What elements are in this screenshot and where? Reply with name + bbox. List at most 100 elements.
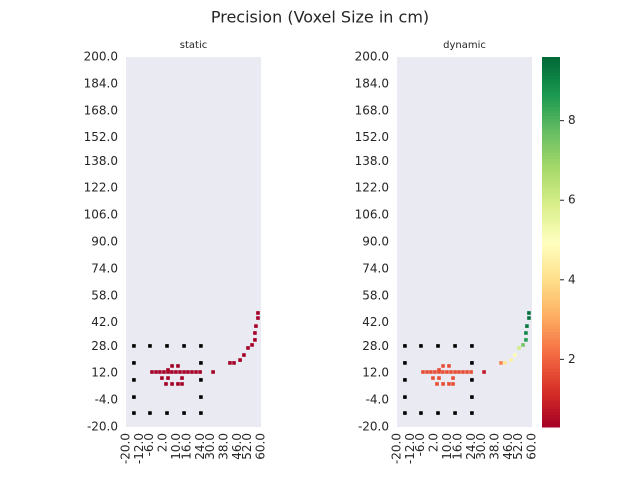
- colorbar-segment: [542, 300, 560, 305]
- y-tick-label: 28.0: [91, 339, 118, 353]
- heat-cell: [160, 376, 164, 380]
- overlay-marker: [132, 395, 136, 399]
- colorbar-segment: [542, 337, 560, 342]
- colorbar-segment: [542, 112, 560, 117]
- overlay-marker: [148, 411, 152, 415]
- colorbar-segment: [542, 269, 560, 274]
- colorbar-segment: [542, 245, 560, 249]
- heat-cell: [499, 361, 503, 365]
- x-tick-label: 30.0: [203, 433, 217, 460]
- overlay-marker: [419, 344, 423, 348]
- y-tick-label: -20.0: [358, 420, 389, 434]
- colorbar-segment: [542, 254, 560, 258]
- colorbar-segment: [542, 380, 560, 385]
- heat-cell: [176, 382, 180, 386]
- y-tick-label: 42.0: [362, 315, 389, 329]
- y-tick-label: 138.0: [355, 154, 389, 168]
- colorbar-segment: [542, 155, 560, 160]
- colorbar-segment: [542, 309, 560, 314]
- y-tick-label: -4.0: [95, 393, 118, 407]
- overlay-marker: [132, 378, 136, 382]
- heat-cell: [194, 370, 198, 374]
- x-tick-label: 38.0: [216, 433, 230, 460]
- colorbar-segment: [542, 353, 560, 357]
- panel-title: static: [180, 40, 207, 51]
- colorbar-segment: [542, 362, 560, 366]
- colorbar-segment: [542, 152, 560, 157]
- heat-cell: [164, 382, 168, 386]
- colorbar-segment: [542, 177, 560, 181]
- overlay-marker: [403, 378, 407, 382]
- heat-cell: [451, 376, 455, 380]
- heat-cell: [170, 364, 174, 368]
- y-tick-label: 152.0: [355, 130, 389, 144]
- heat-cell: [469, 370, 473, 374]
- colorbar-segment: [542, 87, 560, 92]
- y-tick-label: 106.0: [355, 208, 389, 222]
- colorbar-segment: [542, 164, 560, 169]
- colorbar-segment: [542, 266, 560, 271]
- heat-cell: [433, 370, 437, 374]
- colorbar-segment: [542, 124, 560, 129]
- x-tick-label: 2.0: [427, 433, 441, 452]
- x-tick-label: 60.0: [525, 433, 539, 460]
- heat-cell: [445, 370, 449, 374]
- colorbar-segment: [542, 279, 560, 283]
- heat-cell: [437, 370, 441, 374]
- heat-cell: [150, 370, 154, 374]
- y-tick-label: 184.0: [355, 76, 389, 90]
- heat-cell: [253, 331, 257, 335]
- colorbar-segment: [542, 291, 560, 295]
- colorbar-segment: [542, 223, 560, 228]
- colorbar-segment: [542, 349, 560, 354]
- heat-cell: [180, 376, 184, 380]
- colorbar-segment: [542, 161, 560, 166]
- colorbar-segment: [542, 251, 560, 255]
- colorbar-segment: [542, 211, 560, 215]
- colorbar-segment: [542, 316, 560, 320]
- colorbar-segment: [542, 263, 560, 268]
- colorbar-segment: [542, 282, 560, 286]
- y-tick-label: 42.0: [91, 315, 118, 329]
- heat-cell: [421, 370, 425, 374]
- y-tick-label: 12.0: [362, 366, 389, 380]
- colorbar-segment: [542, 137, 560, 141]
- heat-cell: [429, 370, 433, 374]
- colorbar-segment: [542, 303, 560, 308]
- overlay-marker: [165, 344, 169, 348]
- overlay-marker: [199, 344, 203, 348]
- overlay-marker: [199, 395, 203, 399]
- overlay-marker: [132, 344, 136, 348]
- colorbar-tick-label: 2: [568, 352, 576, 366]
- colorbar-segment: [542, 168, 560, 172]
- heat-cell: [447, 382, 451, 386]
- overlay-marker: [403, 344, 407, 348]
- colorbar-segment: [542, 260, 560, 265]
- colorbar-tick-label: 4: [568, 272, 576, 286]
- x-tick-label: -6.0: [142, 433, 156, 456]
- y-tick-label: 168.0: [355, 103, 389, 117]
- heat-cell: [166, 376, 170, 380]
- colorbar-segment: [542, 208, 560, 212]
- x-tick-label: 38.0: [487, 433, 501, 460]
- colorbar-segment: [542, 420, 560, 425]
- x-tick-label: 46.0: [230, 433, 244, 460]
- x-tick-label: 60.0: [254, 433, 268, 460]
- colorbar-segment: [542, 294, 560, 298]
- heat-cell: [425, 370, 429, 374]
- heat-cell: [453, 370, 457, 374]
- colorbar-segment: [542, 63, 560, 67]
- y-tick-label: -20.0: [87, 420, 118, 434]
- overlay-marker: [132, 361, 136, 365]
- heat-cell: [437, 368, 441, 372]
- heat-cell: [441, 382, 445, 386]
- heat-cell: [180, 382, 184, 386]
- colorbar-segment: [542, 189, 560, 194]
- colorbar-segment: [542, 371, 560, 376]
- colorbar-segment: [542, 103, 560, 107]
- colorbar-segment: [542, 325, 560, 329]
- heat-cell: [431, 376, 435, 380]
- heat-cell: [162, 370, 166, 374]
- heat-cell: [482, 370, 486, 374]
